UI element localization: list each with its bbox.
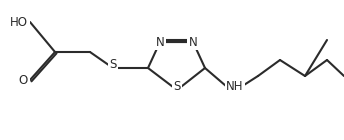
Text: N: N — [189, 36, 197, 48]
Text: S: S — [109, 59, 117, 72]
Text: S: S — [173, 80, 181, 94]
Text: O: O — [19, 74, 28, 87]
Text: N: N — [155, 36, 164, 48]
Text: NH: NH — [226, 80, 244, 94]
Text: HO: HO — [10, 16, 28, 29]
